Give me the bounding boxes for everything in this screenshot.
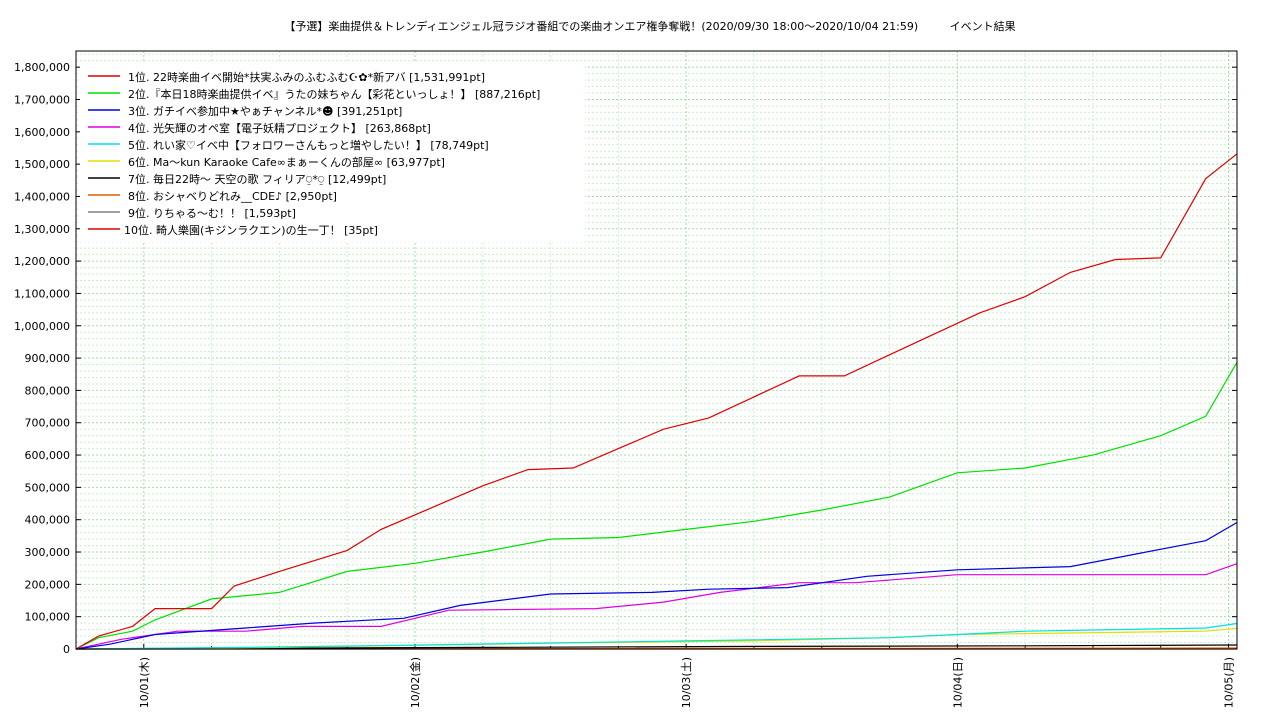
y-tick-label: 300,000: [25, 546, 71, 559]
legend-entry: 9位. りちゃる〜む！！ [1,593pt]: [128, 206, 296, 220]
series-line: [75, 521, 1238, 650]
y-tick-label: 200,000: [25, 578, 71, 591]
y-tick-label: 700,000: [25, 417, 71, 430]
y-axis: 0 100,000 200,000 300,000 400,000 500,000 600,…: [14, 61, 1237, 656]
y-tick-label: 500,000: [25, 481, 71, 494]
plot-frame: [75, 50, 1238, 650]
legend-entry: 1位. 22時楽曲イベ開始*扶実ふみのふむふむ☪✿*新アバ [1,531,991…: [128, 70, 485, 84]
legend-entry: 3位. ガチイベ参加中★やぁチャンネル*☻ [391,251pt]: [128, 104, 402, 118]
chart-title-main: 【予選】楽曲提供＆トレンディエンジェル冠ラジオ番組での楽曲オンエア権争奪戦！(2…: [284, 19, 918, 33]
x-tick-label: 10/04(日): [951, 657, 964, 708]
chart-title: 【予選】楽曲提供＆トレンディエンジェル冠ラジオ番組での楽曲オンエア権争奪戦！(2…: [284, 19, 1015, 33]
y-tick-label: 100,000: [25, 611, 71, 624]
chart-title-sub: イベント結果: [950, 19, 1016, 33]
y-tick-label: 1,400,000: [14, 190, 70, 203]
y-tick-label: 1,300,000: [14, 223, 70, 236]
legend-entry: 2位.『本日18時楽曲提供イベ』うたの妹ちゃん【彩花といっしょ！】 [887,2…: [128, 87, 540, 101]
series-line: [75, 361, 1238, 650]
x-tick-label: 10/01(木): [138, 657, 151, 708]
legend-entry: 4位. 光矢輝のオペ室【電子妖精プロジェクト】 [263,868pt]: [128, 121, 431, 135]
y-tick-label: 1,500,000: [14, 158, 70, 171]
series-line: [75, 622, 1238, 650]
x-tick-label: 10/03(土): [680, 657, 693, 708]
legend-box: [80, 62, 585, 242]
legend-entry: 7位. 毎日22時〜 天空の歌 フィリア⍜*⍜ [12,499pt]: [128, 172, 386, 186]
y-tick-label: 1,100,000: [14, 287, 70, 300]
y-tick-label: 600,000: [25, 449, 71, 462]
series-line: [75, 153, 1238, 650]
y-tick-label: 1,600,000: [14, 126, 70, 139]
y-tick-label: 1,700,000: [14, 93, 70, 106]
legend-entry: 10位. 畸人樂園(キジンラクエン)の生一丁！ [35pt]: [124, 223, 378, 237]
legend: 1位. 22時楽曲イベ開始*扶実ふみのふむふむ☪✿*新アバ [1,531,991…: [80, 62, 585, 242]
y-tick-label: 1,000,000: [14, 320, 70, 333]
y-tick-label: 1,800,000: [14, 61, 70, 74]
x-axis: 10/01(木) 10/02(金) 10/03(土) 10/04(日) 10/05(月): [75, 644, 1236, 708]
y-tick-label: 1,200,000: [14, 255, 70, 268]
x-tick-label: 10/05(月): [1223, 657, 1236, 708]
legend-entry: 6位. Ma〜kun Karaoke Cafe∞まぁーくんの部屋∞ [63,97…: [128, 155, 445, 169]
legend-entry: 8位. おシャベりどれみ__CDE♪ [2,950pt]: [128, 189, 337, 203]
y-tick-label: 400,000: [25, 514, 71, 527]
y-tick-label: 0: [63, 643, 70, 656]
y-tick-label: 800,000: [25, 384, 71, 397]
legend-entry: 5位. れい家♡イベ中【フォロワーさんもっと増やしたい！】 [78,749pt]: [128, 138, 489, 152]
y-tick-label: 900,000: [25, 352, 71, 365]
x-tick-label: 10/02(金): [408, 657, 422, 708]
